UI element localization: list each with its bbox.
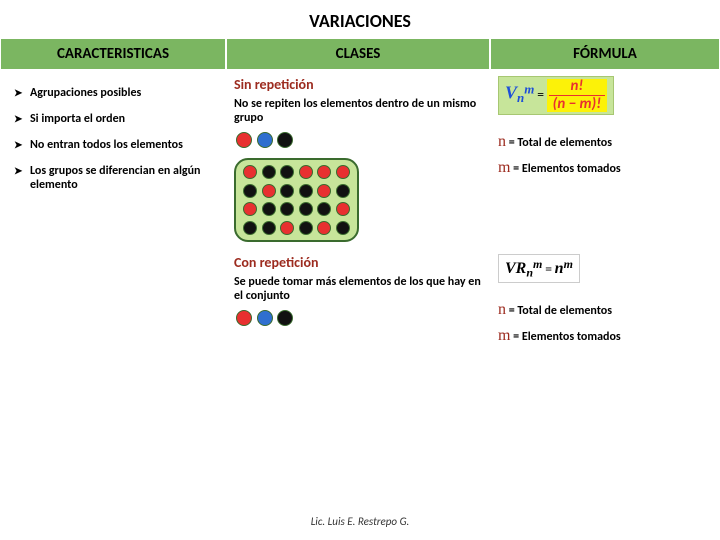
caracteristicas-list: Agrupaciones posibles Si importa el orde… xyxy=(14,80,218,198)
dot-icon xyxy=(277,132,293,148)
ball-icon xyxy=(299,221,313,235)
ball-icon xyxy=(262,221,276,235)
ball-icon xyxy=(280,165,294,179)
formula-sin-rep: Vnm = n! (n − m)! n = Total de elementos… xyxy=(490,70,720,248)
formula-VR: VR xyxy=(505,260,526,277)
eq-sign2: = xyxy=(545,262,552,276)
legend-n2-text: = Total de elementos xyxy=(506,304,612,318)
ball-icon xyxy=(262,184,276,198)
legend-m-text: = Elementos tomados xyxy=(510,162,620,176)
header-clases: CLASES xyxy=(226,38,490,70)
legend-m: m = Elementos tomados xyxy=(498,159,712,177)
ball-icon xyxy=(243,184,257,198)
dot-icon xyxy=(277,310,293,326)
legend-m2-text: = Elementos tomados xyxy=(510,330,620,344)
page-title: VARIACIONES xyxy=(0,0,720,38)
sin-rep-sample xyxy=(236,132,482,152)
list-item: Agrupaciones posibles xyxy=(14,80,218,106)
ball-icon xyxy=(336,184,350,198)
footer-credit: Lic. Luis E. Restrepo G. xyxy=(0,515,720,528)
formula2-m-sup: m xyxy=(533,257,542,271)
dot-icon xyxy=(257,132,273,148)
list-item: Si importa el orden xyxy=(14,106,218,132)
rhs-base: n xyxy=(555,260,564,277)
ball-icon xyxy=(262,165,276,179)
header-caracteristicas: CARACTERISTICAS xyxy=(0,38,226,70)
clase-sin-repeticion: Sin repetición No se repiten los element… xyxy=(226,70,490,248)
ball-icon xyxy=(317,184,331,198)
ball-icon xyxy=(317,221,331,235)
ball-icon xyxy=(243,165,257,179)
ball-icon xyxy=(317,202,331,216)
sin-rep-note: No se repiten los elementos dentro de un… xyxy=(234,97,482,126)
sin-rep-label: Sin repetición xyxy=(234,76,482,93)
legend-m2: m = Elementos tomados xyxy=(498,327,712,345)
ball-icon xyxy=(243,202,257,216)
clase-con-repeticion: Con repetición Se puede tomar más elemen… xyxy=(226,248,490,351)
ball-icon xyxy=(299,202,313,216)
ball-icon xyxy=(280,184,294,198)
numerator: n! xyxy=(549,79,605,96)
rhs-exp: m xyxy=(564,257,573,271)
main-grid: CARACTERISTICAS CLASES FÓRMULA Agrupacio… xyxy=(0,38,720,351)
formula-box-1: Vnm = n! (n − m)! xyxy=(498,76,614,115)
ball-icon xyxy=(299,165,313,179)
ball-icon xyxy=(280,202,294,216)
con-rep-label: Con repetición xyxy=(234,254,482,271)
legend-m2-var: m xyxy=(498,327,510,344)
formula-V: V xyxy=(505,82,517,102)
legend-m-var: m xyxy=(498,159,510,176)
dot-icon xyxy=(236,310,252,326)
list-item: Los grupos se diferencian en algún eleme… xyxy=(14,158,218,198)
legend-n2: n = Total de elementos xyxy=(498,301,712,319)
formula-m-sup: m xyxy=(524,81,534,96)
ball-icon xyxy=(280,221,294,235)
ball-icon xyxy=(336,202,350,216)
legend-n-text: = Total de elementos xyxy=(506,136,612,150)
formula-box-2: VRnm = nm xyxy=(498,254,580,283)
ball-icon xyxy=(262,202,276,216)
legend-n: n = Total de elementos xyxy=(498,133,712,151)
eq-sign: = xyxy=(537,87,544,101)
con-rep-sample xyxy=(236,310,482,330)
con-rep-note: Se puede tomar más elementos de los que … xyxy=(234,275,482,304)
formula-con-rep: VRnm = nm n = Total de elementos m = Ele… xyxy=(490,248,720,351)
denominator: (n − m)! xyxy=(549,96,605,112)
ball-container xyxy=(234,158,359,242)
dot-icon xyxy=(257,310,273,326)
fraction: n! (n − m)! xyxy=(547,79,607,112)
ball-icon xyxy=(243,221,257,235)
ball-icon xyxy=(299,184,313,198)
caracteristicas-cell: Agrupaciones posibles Si importa el orde… xyxy=(0,70,226,351)
legend-n2-var: n xyxy=(498,301,506,318)
ball-icon xyxy=(336,221,350,235)
list-item: No entran todos los elementos xyxy=(14,132,218,158)
ball-icon xyxy=(317,165,331,179)
legend-n-var: n xyxy=(498,133,506,150)
dot-icon xyxy=(236,132,252,148)
header-formula: FÓRMULA xyxy=(490,38,720,70)
ball-icon xyxy=(336,165,350,179)
